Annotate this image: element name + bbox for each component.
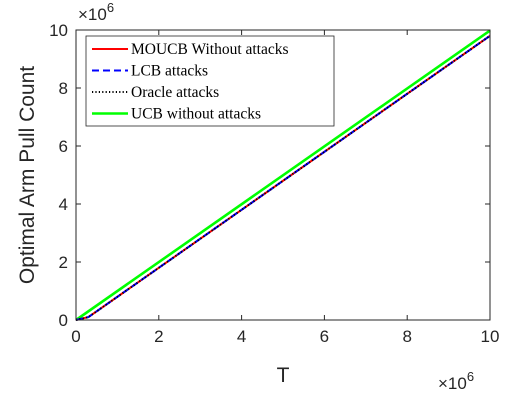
legend-box [85, 35, 335, 127]
plot-frame [75, 29, 491, 321]
y-tick-label: 6 [59, 137, 68, 156]
series-line-2 [75, 34, 491, 321]
y-multiplier: ×106 [78, 0, 114, 24]
legend: MOUCB Without attacks LCB attacks Oracle a… [85, 35, 335, 127]
y-tick-label: 10 [49, 21, 68, 40]
legend-label: LCB attacks [131, 63, 208, 80]
y-tick-label: 2 [59, 253, 68, 272]
x-tick-label: 2 [154, 327, 163, 346]
legend-label: UCB without attacks [131, 106, 261, 123]
x-tick-label: 4 [237, 327, 246, 346]
x-tick-label: 10 [481, 327, 500, 346]
x-multiplier: ×106 [438, 369, 474, 393]
legend-label: MOUCB Without attacks [131, 41, 289, 58]
series-line-3 [75, 29, 491, 322]
ticks-layer: 0 2 4 6 8 10 0 2 4 6 8 10 [49, 21, 499, 346]
x-axis-label: T [277, 364, 290, 387]
series-layer [75, 29, 491, 322]
y-tick-label: 0 [59, 311, 68, 330]
x-tick-label: 0 [71, 327, 80, 346]
x-tick-label: 8 [402, 327, 411, 346]
y-tick-label: 4 [59, 195, 68, 214]
y-axis-label: Optimal Arm Pull Count [16, 66, 39, 284]
x-tick-label: 6 [320, 327, 329, 346]
y-tick-label: 8 [59, 79, 68, 98]
legend-label: Oracle attacks [131, 84, 219, 101]
